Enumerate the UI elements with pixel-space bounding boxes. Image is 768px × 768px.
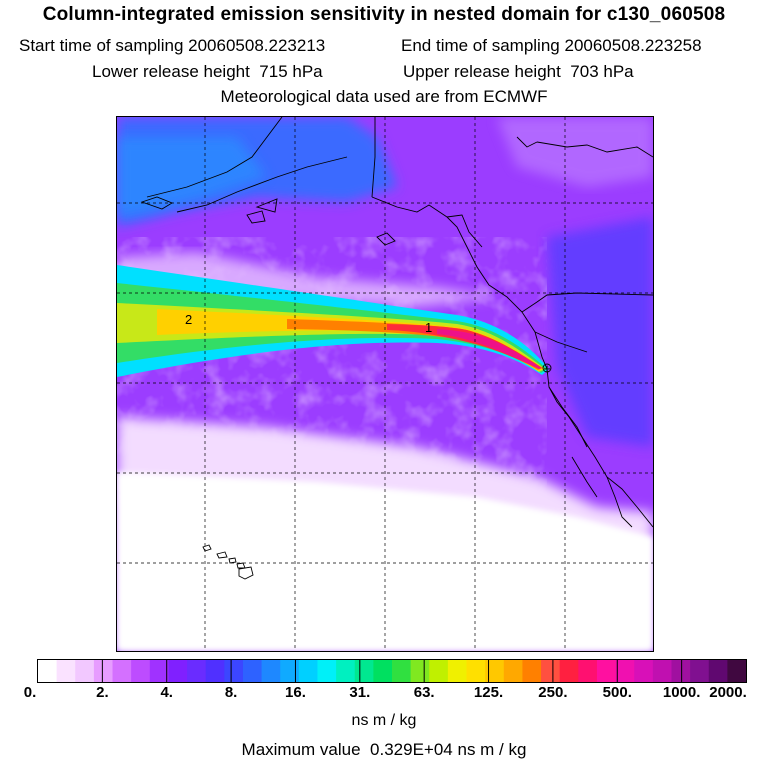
colorbar-swatch: [168, 660, 188, 682]
start-time-line: Start time of sampling 20060508.223213: [19, 36, 325, 56]
colorbar-swatch: [596, 660, 617, 682]
colorbar-swatch: [429, 660, 449, 682]
met-data-line: Meteorological data used are from ECMWF: [220, 87, 548, 106]
colorbar-swatch: [298, 660, 319, 682]
colorbar-units: ns m / kg: [351, 712, 417, 729]
hawaiian-islands: [202, 544, 254, 580]
colorbar: [37, 659, 747, 683]
colorbar-tick-label: 0.: [23, 684, 37, 701]
plume-core: [437, 329, 541, 369]
colorbar-swatch: [75, 660, 95, 682]
colorbar-swatch: [373, 660, 393, 682]
colorbar-swatch: [522, 660, 542, 682]
colorbar-swatch: [261, 660, 281, 682]
plume-yellow: [157, 309, 544, 371]
colorbar-swatch: [242, 660, 263, 682]
colorbar-tick-label: 125.: [473, 684, 504, 701]
colorbar-swatch: [541, 660, 561, 682]
colorbar-swatch: [727, 660, 746, 682]
graticule: [117, 117, 653, 651]
colorbar-swatch: [503, 660, 524, 682]
light-region-ne: [497, 117, 653, 187]
colorbar-swatch: [93, 660, 114, 682]
colorbar-swatch: [205, 660, 225, 682]
colorbar-swatch: [447, 660, 468, 682]
colorbar-tick-label: 31.: [349, 684, 371, 701]
colorbar-swatch: [224, 660, 244, 682]
colorbar-swatch: [708, 660, 728, 682]
colorbar-swatch: [317, 660, 337, 682]
colorbar-swatch: [149, 660, 170, 682]
colorbar-tick-label: 2.: [96, 684, 109, 701]
colorbar-swatches: [38, 660, 746, 682]
sensitivity-map: + 2 1: [116, 116, 654, 652]
cyan-region-nw: [117, 137, 267, 217]
lower-height-label: Lower release height: [92, 62, 250, 81]
lower-height-line: Lower release height 715 hPa: [92, 62, 323, 82]
colorbar-swatch: [112, 660, 132, 682]
maximum-value-label: Maximum value: [241, 740, 361, 759]
colorbar-swatch: [187, 660, 207, 682]
colorbar-tick-label: 1000.: [662, 684, 701, 701]
upper-height-label: Upper release height: [403, 62, 561, 81]
colorbar-swatch: [690, 660, 710, 682]
colorbar-tick-label: 16.: [285, 684, 306, 701]
colorbar-swatch: [131, 660, 151, 682]
colorbar-tick-label: 2000.: [709, 684, 747, 701]
maximum-value-number: 0.329E+04: [370, 740, 453, 759]
colorbar-swatch: [615, 660, 635, 682]
colorbar-swatch: [466, 660, 486, 682]
maximum-value-line: Maximum value 0.329E+04 ns m / kg: [0, 740, 768, 760]
end-time-value: 20060508.223258: [564, 36, 702, 55]
release-site-circle: [542, 363, 552, 373]
colorbar-tick-label: 500.: [602, 684, 632, 701]
end-time-line: End time of sampling 20060508.223258: [401, 36, 702, 56]
maximum-value-units: ns m / kg: [457, 740, 527, 759]
colorbar-swatch: [56, 660, 76, 682]
colorbar-tick-label: 4.: [160, 684, 173, 701]
figure-title: Column-integrated emission sensitivity i…: [42, 4, 726, 25]
blue-region-east: [547, 217, 653, 447]
upper-height-value: 703 hPa: [570, 62, 634, 81]
colorbar-tick-label: 63.: [413, 684, 435, 701]
release-site-marker: +: [543, 361, 551, 376]
colorbar-swatch: [336, 660, 356, 682]
upper-height-line: Upper release height 703 hPa: [403, 62, 634, 82]
colorbar-swatch: [671, 660, 691, 682]
colorbar-swatch: [485, 660, 505, 682]
end-time-label: End time of sampling: [401, 36, 560, 55]
map-canvas: + 2 1: [117, 117, 653, 651]
start-time-value: 20060508.223213: [188, 36, 326, 55]
colorbar-tick-label: 8.: [224, 684, 238, 701]
plume-marker-2: 2: [185, 312, 192, 327]
colorbar-swatch: [634, 660, 654, 682]
colorbar-swatch: [578, 660, 598, 682]
colorbar-swatch: [652, 660, 673, 682]
colorbar-tick-label: 250.: [538, 684, 568, 701]
lower-height-value: 715 hPa: [259, 62, 323, 81]
colorbar-swatch: [354, 660, 374, 682]
colorbar-swatch: [38, 660, 58, 682]
plume-marker-1: 1: [425, 320, 432, 335]
start-time-label: Start time of sampling: [19, 36, 184, 55]
colorbar-swatch: [280, 660, 300, 682]
colorbar-swatch: [559, 660, 579, 682]
colorbar-swatch: [392, 660, 412, 682]
colorbar-swatch: [410, 660, 430, 682]
